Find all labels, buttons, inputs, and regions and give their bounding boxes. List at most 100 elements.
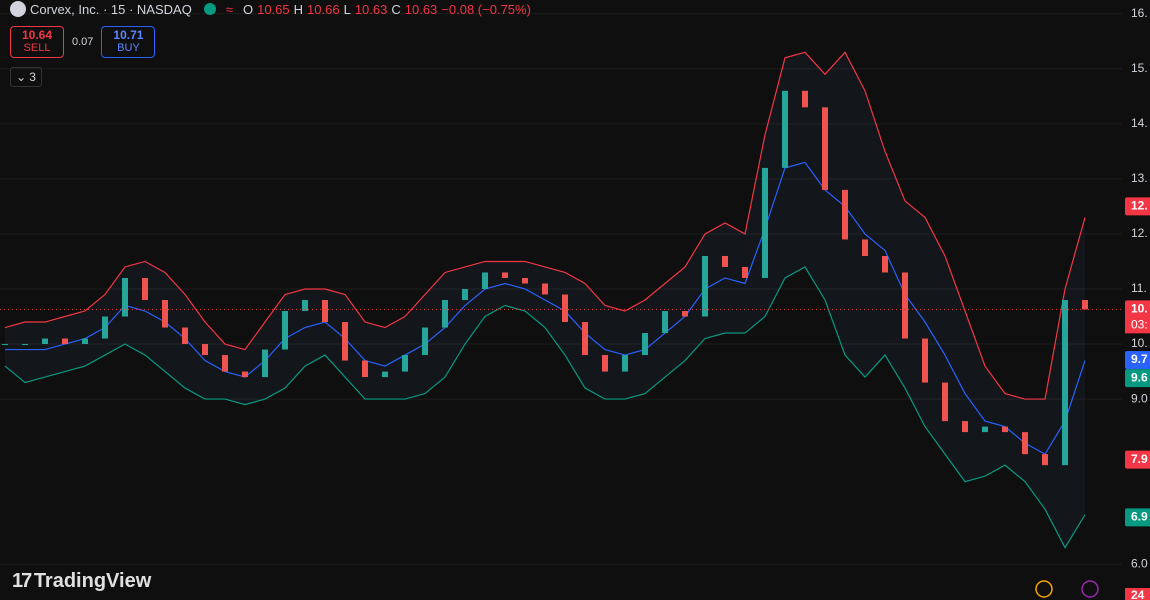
candle — [722, 255, 728, 267]
candle — [802, 90, 808, 108]
price-tick-label: 12. — [1131, 226, 1148, 240]
price-badge-label: 7.9 — [1131, 452, 1148, 466]
session-icon — [1035, 580, 1053, 598]
price-tick-label: 11. — [1131, 281, 1147, 295]
high-value: 10.66 — [307, 1, 340, 17]
candle — [662, 311, 668, 334]
candle — [122, 277, 128, 317]
candle — [842, 189, 848, 240]
symbol-header: Corvex, Inc. · 15 · NASDAQ ≈ O 10.65 H 10.… — [10, 0, 531, 18]
candle — [822, 107, 828, 190]
candle — [182, 327, 188, 345]
candle — [542, 283, 548, 295]
candle — [382, 371, 388, 378]
candle — [202, 344, 208, 356]
candle — [282, 311, 288, 350]
price-badge-label: 10. — [1131, 302, 1148, 316]
price-badge — [1125, 300, 1150, 319]
candle — [1082, 300, 1088, 310]
candle — [562, 294, 568, 323]
candle — [482, 272, 488, 289]
brand-text: TradingView — [33, 570, 152, 592]
countdown-badge — [1125, 317, 1150, 334]
events-icon — [1081, 580, 1099, 598]
candle — [742, 266, 748, 278]
candle — [1022, 432, 1028, 455]
candle — [442, 300, 448, 328]
candle — [882, 255, 888, 273]
candle — [222, 355, 228, 372]
candle — [322, 300, 328, 323]
candle — [462, 288, 468, 300]
indicators-toggle[interactable]: ⌄ 3 — [10, 67, 42, 87]
sell-button[interactable]: 10.64 SELL — [10, 26, 64, 58]
price-tick-label: 10. — [1131, 336, 1148, 350]
candle — [762, 167, 768, 278]
candle — [922, 338, 928, 383]
candle — [782, 90, 788, 168]
candle — [242, 371, 248, 378]
candle — [582, 322, 588, 356]
indicators-count: 3 — [29, 70, 36, 84]
candle — [342, 322, 348, 361]
volume-badge — [1125, 588, 1150, 600]
lower-band — [4, 266, 1086, 549]
low-value: 10.63 — [354, 1, 388, 17]
candle — [1042, 454, 1048, 466]
price-tick-label: 6.0 — [1131, 556, 1148, 570]
candle — [702, 255, 708, 317]
market-status — [203, 3, 216, 15]
candle — [162, 300, 168, 328]
price-tick-label: 9.0 — [1131, 391, 1148, 405]
change-value: −0.08 (−0.75%) — [441, 1, 531, 17]
countdown: 03: — [1131, 318, 1148, 332]
buy-label: BUY — [117, 42, 140, 54]
candle — [42, 338, 48, 345]
candle — [982, 426, 988, 433]
price-badge — [1125, 197, 1150, 216]
candle — [1062, 300, 1068, 466]
price-badge — [1125, 508, 1150, 527]
candle — [962, 421, 968, 433]
low-label: L — [343, 1, 351, 17]
spread: 0.07 — [72, 36, 94, 48]
candle — [902, 272, 908, 339]
candle — [622, 355, 628, 372]
sell-label: SELL — [23, 42, 51, 54]
close-value: 10.63 — [404, 1, 438, 17]
close-label: C — [391, 1, 401, 17]
open-value: 10.65 — [257, 1, 290, 17]
candle — [2, 344, 8, 346]
candle — [522, 277, 528, 284]
price-badge-label: 9.7 — [1131, 352, 1148, 366]
symbol-name[interactable]: Corvex, Inc. · 15 · NASDAQ — [30, 1, 192, 17]
candle — [942, 382, 948, 422]
price-badge — [1125, 450, 1150, 469]
data-status: ≈ — [225, 1, 233, 17]
buy-button[interactable]: 10.71 BUY — [101, 26, 156, 58]
candle — [682, 311, 688, 317]
candle — [422, 327, 428, 356]
price-axis — [1122, 0, 1150, 600]
sell-price: 10.64 — [21, 28, 53, 42]
candle — [402, 355, 408, 372]
price-tick-label: 15. — [1131, 61, 1148, 75]
candle — [362, 360, 368, 378]
candle — [142, 277, 148, 300]
candle — [1002, 426, 1008, 433]
price-badge — [1125, 369, 1150, 388]
open-label: O — [242, 1, 254, 17]
price-badge-label: 6.9 — [1131, 510, 1148, 524]
price-badge-label: 12. — [1131, 199, 1148, 213]
candle — [262, 349, 268, 378]
candle — [602, 355, 608, 372]
price-badge-label: 9.6 — [1131, 370, 1148, 384]
high-label: H — [293, 1, 304, 17]
volume-badge-label: 24 — [1131, 588, 1145, 600]
buy-price: 10.71 — [113, 28, 144, 42]
candle — [642, 333, 648, 356]
candle — [302, 300, 308, 312]
candle — [502, 272, 508, 278]
price-tick-label: 13. — [1131, 171, 1148, 185]
